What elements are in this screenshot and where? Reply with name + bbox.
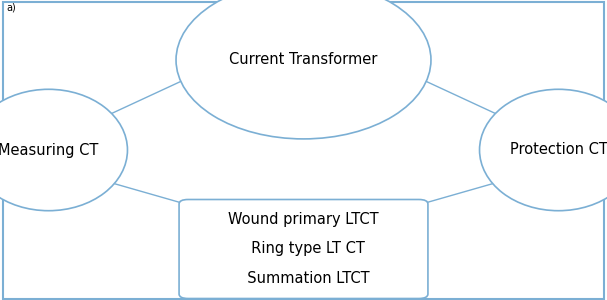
Text: Wound primary LTCT
  Ring type LT CT
  Summation LTCT: Wound primary LTCT Ring type LT CT Summa… bbox=[228, 212, 379, 286]
Text: Measuring CT: Measuring CT bbox=[0, 142, 99, 158]
Ellipse shape bbox=[0, 89, 127, 211]
FancyBboxPatch shape bbox=[179, 200, 428, 298]
Ellipse shape bbox=[176, 0, 431, 139]
Text: Protection CT: Protection CT bbox=[509, 142, 607, 158]
Text: a): a) bbox=[6, 3, 16, 13]
Ellipse shape bbox=[480, 89, 607, 211]
Text: Current Transformer: Current Transformer bbox=[229, 52, 378, 68]
